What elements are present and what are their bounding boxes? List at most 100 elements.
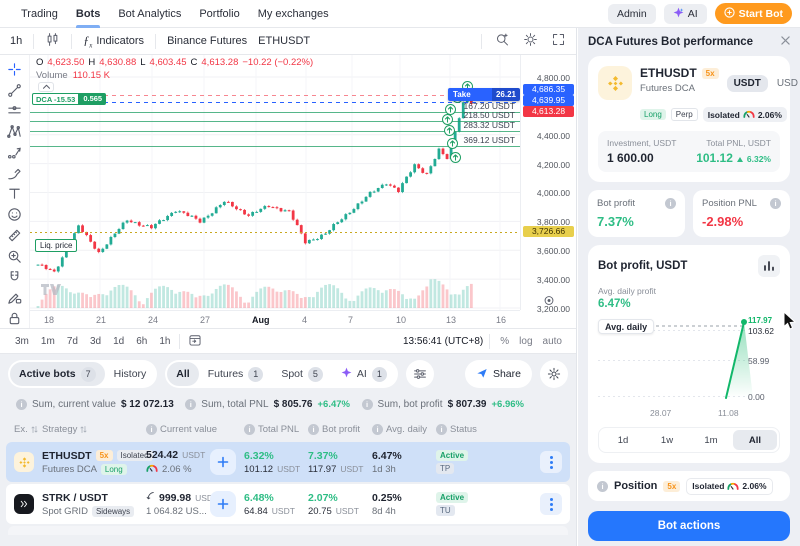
tp-order-marker-icon[interactable]	[444, 125, 455, 136]
col-bot-profit[interactable]: i Bot profit	[308, 423, 372, 435]
range-1w[interactable]: 1w	[645, 430, 689, 450]
zoom-in-icon[interactable]	[4, 247, 26, 266]
filter-ai[interactable]: AI 1	[332, 362, 396, 386]
scale-%[interactable]: %	[500, 335, 510, 347]
tp-order-marker-icon[interactable]	[447, 138, 458, 149]
add-funds-button[interactable]	[210, 491, 236, 517]
range-3m[interactable]: 3m	[15, 335, 29, 347]
info-icon[interactable]: i	[244, 423, 255, 435]
horizontal-line-icon[interactable]	[4, 102, 26, 121]
currency-usdt-option[interactable]: USDT	[726, 74, 768, 92]
add-funds-button[interactable]	[210, 449, 236, 475]
nav-trading[interactable]: Trading	[12, 0, 67, 28]
nav-bots[interactable]: Bots	[67, 0, 109, 28]
take-profit-badge[interactable]: Take Profit 26.21	[448, 88, 520, 101]
tab-history[interactable]: History	[105, 362, 156, 386]
crosshair-icon[interactable]	[4, 60, 26, 79]
info-icon[interactable]: i	[436, 423, 447, 435]
exchange-select[interactable]: Binance Futures	[167, 35, 247, 47]
info-icon[interactable]: i	[16, 398, 27, 410]
nav-bot-analytics[interactable]: Bot Analytics	[109, 0, 190, 28]
collapse-indicator-button[interactable]	[38, 82, 54, 92]
fullscreen-icon[interactable]	[551, 32, 566, 50]
symbol-select[interactable]: ETHUSDT	[258, 35, 310, 47]
clock-utc[interactable]: 13:56:41 (UTC+8)	[402, 335, 484, 347]
close-icon[interactable]	[781, 36, 790, 48]
scale-auto[interactable]: auto	[542, 335, 562, 347]
axis-reset-icon[interactable]	[543, 295, 554, 308]
range-1m[interactable]: 1m	[40, 335, 55, 347]
info-icon[interactable]: i	[308, 423, 319, 435]
emoji-icon[interactable]	[4, 205, 26, 224]
range-all[interactable]: All	[733, 430, 777, 450]
info-icon[interactable]: i	[185, 398, 197, 410]
price-chart[interactable]: O 4,623.50 H 4,630.88 L 4,603.45 C 4,613.28 …	[0, 55, 576, 328]
range-1m[interactable]: 1m	[689, 430, 733, 450]
filter-spot[interactable]: Spot 5	[272, 362, 332, 386]
nav-portfolio[interactable]: Portfolio	[190, 0, 248, 28]
xabcd-pattern-icon[interactable]	[4, 122, 26, 141]
row-menu-button[interactable]	[540, 451, 562, 473]
admin-button[interactable]: Admin	[607, 3, 656, 24]
table-row-strkusdt[interactable]: STRK / USDT Spot GRID Sideways 999.98 US…	[6, 484, 570, 524]
info-icon[interactable]: i	[665, 198, 676, 209]
order-level-line[interactable]	[30, 112, 520, 113]
tp-order-marker-icon[interactable]	[450, 152, 461, 163]
avg-daily-line-label[interactable]: Avg. daily	[598, 319, 655, 334]
col-avg-daily[interactable]: i Avg. daily	[372, 423, 436, 435]
order-level-line[interactable]	[30, 131, 520, 132]
range-1d[interactable]: 1d	[113, 335, 125, 347]
bots-settings-gear-icon[interactable]	[540, 360, 568, 388]
col-current-value[interactable]: i Current value	[146, 423, 244, 435]
bots-filter-settings-button[interactable]	[405, 360, 434, 388]
info-icon[interactable]: i	[372, 423, 383, 435]
currency-usd-option[interactable]: USD	[776, 77, 798, 89]
share-button[interactable]: Share	[464, 360, 532, 388]
info-icon[interactable]: i	[597, 480, 608, 492]
bot-actions-button[interactable]: Bot actions	[588, 511, 790, 541]
draw-lock-icon[interactable]	[4, 288, 26, 307]
order-level-line[interactable]	[30, 146, 520, 147]
forecast-icon[interactable]	[4, 143, 26, 162]
nav-my-exchanges[interactable]: My exchanges	[249, 0, 338, 28]
tp-order-marker-icon[interactable]	[442, 114, 453, 125]
ai-button[interactable]: AI	[663, 3, 707, 24]
order-level-line[interactable]	[30, 121, 520, 122]
range-6h[interactable]: 6h	[136, 335, 148, 347]
info-icon[interactable]: i	[146, 423, 157, 435]
start-bot-button[interactable]: Start Bot	[714, 3, 792, 24]
chart-settings-icon[interactable]	[523, 32, 538, 50]
text-icon[interactable]	[4, 185, 26, 204]
range-7d[interactable]: 7d	[66, 335, 78, 347]
filter-futures[interactable]: Futures 1	[199, 362, 273, 386]
magnet-icon[interactable]	[4, 268, 26, 287]
brush-icon[interactable]	[4, 164, 26, 183]
col-exchange[interactable]: Ex.	[14, 424, 42, 435]
dca-indicator-badge[interactable]: DCA -15.53 0.565	[32, 93, 107, 105]
range-1d[interactable]: 1d	[601, 430, 645, 450]
time-axis[interactable]: 18 21 24 27 Aug 4 7 10 13 16	[30, 310, 520, 328]
range-1h[interactable]: 1h	[159, 335, 171, 347]
range-3d[interactable]: 3d	[89, 335, 102, 347]
info-icon[interactable]: i	[770, 198, 781, 209]
chart-plot-area[interactable]: O 4,623.50 H 4,630.88 L 4,603.45 C 4,613.28 …	[30, 55, 520, 310]
col-status[interactable]: i Status	[436, 423, 502, 435]
scale-log[interactable]: log	[519, 335, 533, 347]
go-to-date-icon[interactable]	[188, 333, 202, 350]
position-section-header[interactable]: i Position 5x Isolated 2.06%	[588, 471, 790, 501]
indicators-button[interactable]: ƒx Indicators	[83, 33, 144, 49]
tab-active-bots[interactable]: Active bots 7	[10, 362, 105, 386]
table-row-ethusdt[interactable]: ETHUSDT 5x Isolated Futures DCA Long 524…	[6, 442, 570, 482]
filter-all[interactable]: All	[167, 362, 199, 386]
col-total-pnl[interactable]: i Total PNL	[244, 423, 308, 435]
col-strategy[interactable]: Strategy	[42, 424, 146, 435]
info-icon[interactable]: i	[361, 398, 373, 410]
snapshot-icon[interactable]	[495, 32, 510, 50]
chart-type-icon[interactable]	[758, 255, 780, 277]
interval-select[interactable]: 1h	[10, 35, 22, 47]
trend-line-icon[interactable]	[4, 81, 26, 100]
price-axis[interactable]: 4,800.00 4,400.00 4,200.00 4,000.00 3,800.00…	[520, 55, 576, 314]
row-menu-button[interactable]	[540, 493, 562, 515]
chart-style-button[interactable]	[45, 32, 60, 50]
lock-icon[interactable]	[4, 309, 26, 328]
